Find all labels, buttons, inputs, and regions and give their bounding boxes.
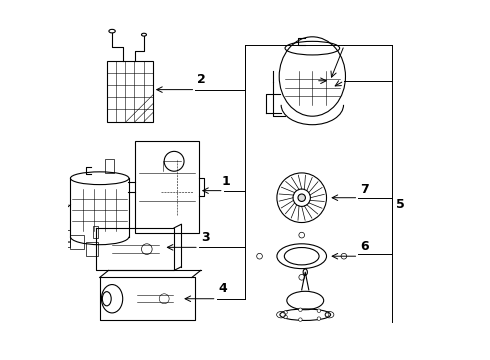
Bar — [70, 235, 84, 249]
Circle shape — [142, 244, 152, 255]
Circle shape — [299, 274, 305, 280]
Circle shape — [284, 315, 287, 319]
Circle shape — [159, 294, 169, 304]
Text: 2: 2 — [197, 73, 206, 86]
Bar — [105, 159, 114, 173]
Bar — [135, 141, 199, 233]
Text: 5: 5 — [395, 198, 404, 211]
Circle shape — [284, 311, 287, 314]
Circle shape — [325, 313, 329, 316]
Circle shape — [298, 318, 302, 321]
Text: 1: 1 — [221, 175, 230, 188]
Circle shape — [298, 194, 305, 202]
Circle shape — [298, 308, 302, 311]
Text: 6: 6 — [360, 240, 369, 253]
Bar — [85, 242, 98, 256]
Circle shape — [317, 309, 320, 312]
Circle shape — [299, 232, 305, 238]
Bar — [93, 226, 98, 238]
Circle shape — [257, 253, 262, 259]
Circle shape — [341, 253, 347, 259]
Ellipse shape — [109, 30, 115, 33]
Bar — [107, 61, 153, 122]
Bar — [56, 230, 70, 247]
Ellipse shape — [142, 33, 147, 36]
Circle shape — [317, 317, 320, 320]
Text: 7: 7 — [360, 183, 369, 196]
Text: 4: 4 — [219, 282, 227, 295]
Text: 3: 3 — [201, 231, 209, 244]
